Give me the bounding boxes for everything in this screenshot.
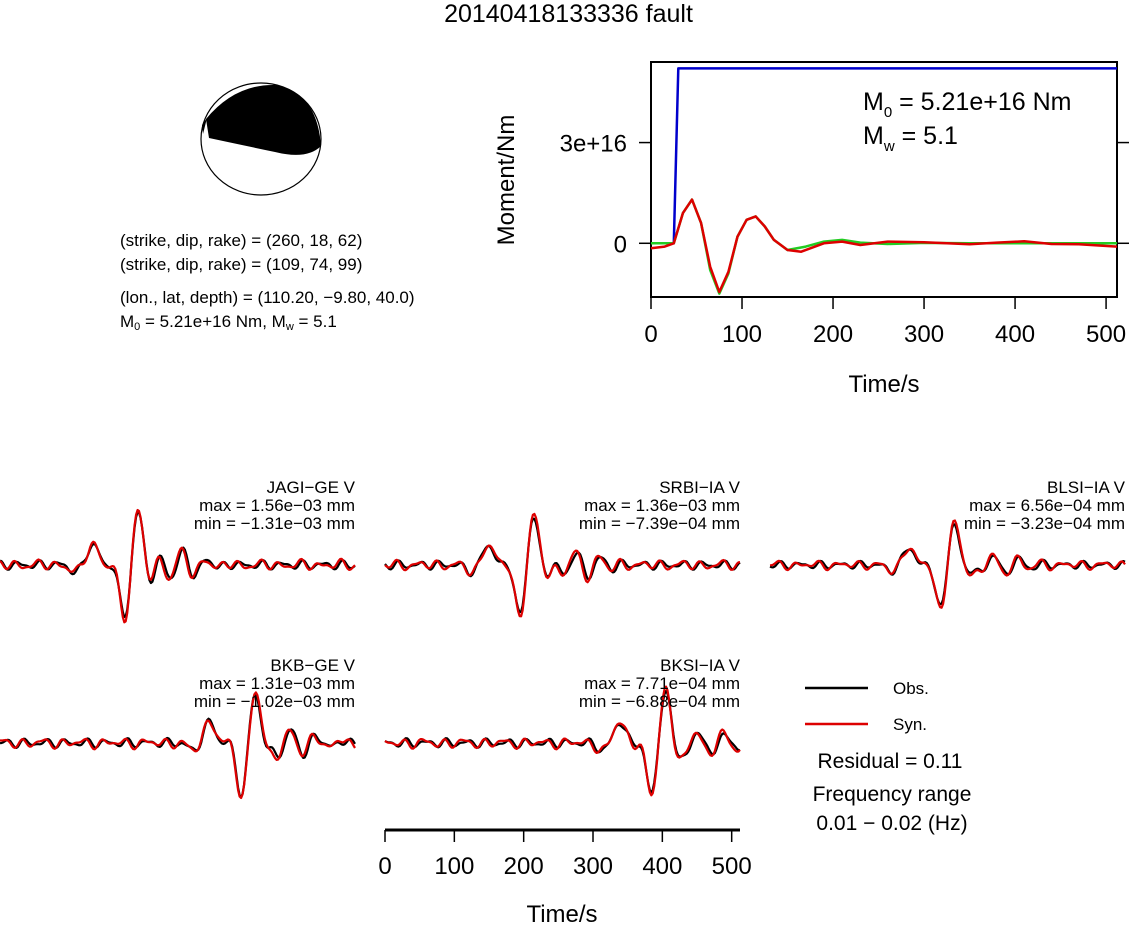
stf-green-curve bbox=[651, 198, 1117, 295]
mw-value: 5.1 bbox=[313, 312, 337, 331]
station-max-3: max = 6.56e−04 mm bbox=[969, 496, 1125, 515]
moment-x-ticks: 0 100 200 300 400 500 bbox=[644, 297, 1126, 348]
residual-label: Residual = 0.11 bbox=[818, 750, 963, 773]
waveform-x-tick-label: 500 bbox=[712, 853, 752, 880]
moment-y-tick-label: 0 bbox=[614, 231, 627, 258]
m0-value: 5.21e+16 Nm bbox=[159, 312, 263, 331]
station-max-4: max = 1.31e−03 mm bbox=[199, 674, 355, 693]
station-name-3: BLSI−IA V bbox=[1047, 478, 1126, 497]
waveform-x-tick-label: 300 bbox=[573, 853, 613, 880]
frequency-range-title: Frequency range bbox=[813, 783, 972, 806]
waveform-x-axis: 0 100 200 300 400 500 bbox=[378, 828, 752, 880]
moment-y-tick-label: 3e+16 bbox=[560, 131, 627, 158]
moment-x-tick-label: 300 bbox=[904, 321, 944, 348]
location-depth: (lon., lat, depth) = (110.20, −9.80, 40.… bbox=[120, 288, 415, 307]
station-name-1: JAGI−GE V bbox=[267, 478, 356, 497]
station-max-1: max = 1.56e−03 mm bbox=[199, 496, 355, 515]
station-name-5: BKSI−IA V bbox=[660, 656, 741, 675]
trace-syn-5 bbox=[384, 685, 741, 797]
moment-mw-label: Mw = 5.1 bbox=[863, 122, 958, 155]
nodal-plane-1: (strike, dip, rake) = (260, 18, 62) bbox=[120, 231, 363, 250]
moment-mw-value: 5.1 bbox=[923, 122, 958, 150]
beachball-compression-quadrant bbox=[206, 84, 321, 155]
moment-y-ticks: 0 3e+16 bbox=[560, 131, 1129, 258]
moment-m0-label: M0 = 5.21e+16 Nm bbox=[863, 88, 1071, 121]
station-min-1: min = −1.31e−03 mm bbox=[194, 514, 355, 533]
station-min-4: min = −1.02e−03 mm bbox=[194, 692, 355, 711]
nodal-plane-2: (strike, dip, rake) = (109, 74, 99) bbox=[120, 255, 363, 274]
waveform-x-tick-label: 400 bbox=[642, 853, 682, 880]
waveform-x-tick-label: 200 bbox=[504, 853, 544, 880]
moment-y-label: Moment/Nm bbox=[493, 115, 520, 246]
trace-syn-2 bbox=[384, 512, 741, 618]
moment-x-tick-label: 400 bbox=[995, 321, 1035, 348]
station-min-5: min = −6.88e−04 mm bbox=[579, 692, 740, 711]
moment-plot-frame bbox=[650, 61, 1118, 298]
legend-obs-label: Obs. bbox=[893, 679, 929, 698]
station-name-4: BKB−GE V bbox=[270, 656, 355, 675]
waveform-x-label: Time/s bbox=[526, 901, 597, 926]
waveform-x-tick-label: 0 bbox=[378, 853, 391, 880]
trace-syn-3 bbox=[769, 519, 1126, 609]
beachball-sliver bbox=[202, 118, 207, 134]
station-max-2: max = 1.36e−03 mm bbox=[584, 496, 740, 515]
station-min-2: min = −7.39e−04 mm bbox=[579, 514, 740, 533]
moment-magnitude-info: M0 = 5.21e+16 Nm, Mw = 5.1 bbox=[120, 312, 337, 333]
waveform-x-tick-label: 100 bbox=[434, 853, 474, 880]
waveform-traces bbox=[0, 508, 1126, 800]
trace-syn-1 bbox=[0, 508, 356, 624]
station-name-2: SRBI−IA V bbox=[659, 478, 740, 497]
station-min-3: min = −3.23e−04 mm bbox=[964, 514, 1125, 533]
moment-m0-value: 5.21e+16 Nm bbox=[921, 88, 1072, 116]
trace-obs-1 bbox=[0, 510, 356, 618]
station-max-5: max = 7.71e−04 mm bbox=[584, 674, 740, 693]
moment-x-tick-label: 200 bbox=[813, 321, 853, 348]
trace-syn-4 bbox=[0, 691, 356, 800]
trace-obs-2 bbox=[384, 517, 741, 614]
moment-x-tick-label: 100 bbox=[722, 321, 762, 348]
figure-title: 20140418133336 fault bbox=[444, 0, 693, 28]
legend-syn-label: Syn. bbox=[893, 715, 927, 734]
stf-red-curve bbox=[650, 198, 1118, 294]
beachball bbox=[200, 82, 322, 196]
frequency-range-value: 0.01 − 0.02 (Hz) bbox=[816, 812, 967, 835]
moment-x-label: Time/s bbox=[848, 371, 919, 398]
moment-x-tick-label: 0 bbox=[644, 321, 657, 348]
moment-x-tick-label: 500 bbox=[1086, 321, 1126, 348]
moment-series bbox=[650, 67, 1118, 295]
moment-chart: 0 100 200 300 400 500 0 3e+16 Moment/Nm Time/s… bbox=[493, 61, 1129, 398]
